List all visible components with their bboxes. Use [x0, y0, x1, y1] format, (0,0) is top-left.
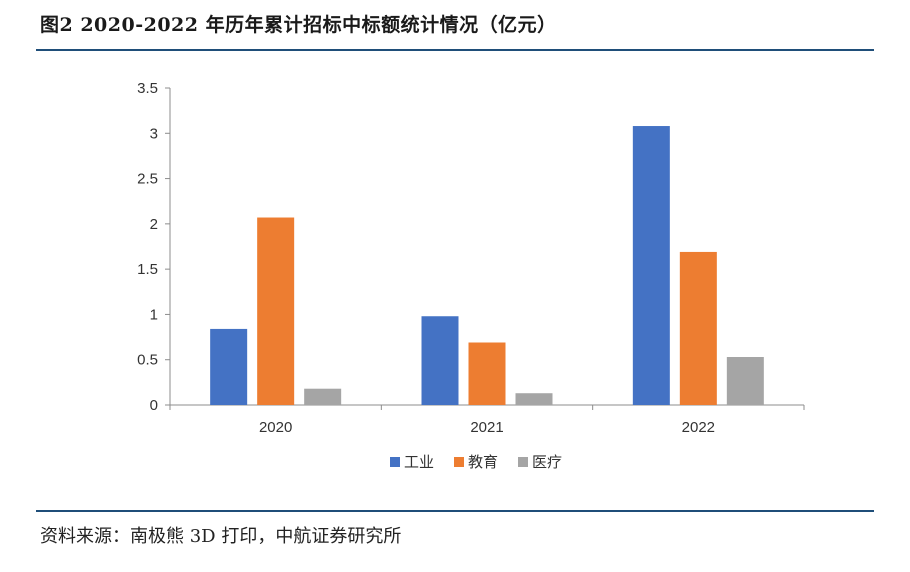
bar-2020-工业	[210, 328, 248, 405]
legend-swatch-工业	[390, 457, 400, 467]
x-tick-label: 2020	[259, 419, 292, 436]
y-tick-label: 2	[150, 216, 158, 233]
y-tick-label: 0	[150, 397, 158, 414]
bar-2022-医疗	[726, 356, 764, 405]
bar-2022-教育	[679, 251, 717, 405]
legend-label-工业: 工业	[404, 453, 434, 471]
legend-label-医疗: 医疗	[532, 453, 562, 471]
top-divider	[36, 49, 874, 51]
y-tick-label: 1	[150, 306, 158, 323]
bar-2022-工业	[632, 126, 670, 405]
y-tick-label: 3.5	[137, 80, 158, 97]
x-tick-label: 2021	[470, 419, 503, 436]
bar-2021-医疗	[515, 393, 553, 405]
legend-swatch-医疗	[518, 457, 528, 467]
y-tick-label: 0.5	[137, 352, 158, 369]
x-tick-label: 2022	[682, 419, 715, 436]
bar-2020-教育	[257, 217, 295, 405]
bar-2021-工业	[421, 316, 459, 405]
bar-chart: 0 0.5 1 1.5 2 2.5 3 3.5 2020 2021 2022 工业 教育 医疗	[137, 80, 805, 471]
legend-label-教育: 教育	[468, 453, 498, 471]
y-tick-label: 2.5	[137, 171, 158, 188]
chart-title: 图2 2020-2022 年历年累计招标中标额统计情况（亿元）	[40, 14, 557, 36]
bottom-divider	[36, 510, 874, 512]
bar-2020-医疗	[304, 388, 342, 405]
legend-swatch-教育	[454, 457, 464, 467]
bar-2021-教育	[468, 342, 506, 405]
y-tick-label: 1.5	[137, 261, 158, 278]
y-tick-label: 3	[150, 125, 158, 142]
source-note: 资料来源：南极熊 3D 打印，中航证券研究所	[40, 526, 402, 547]
